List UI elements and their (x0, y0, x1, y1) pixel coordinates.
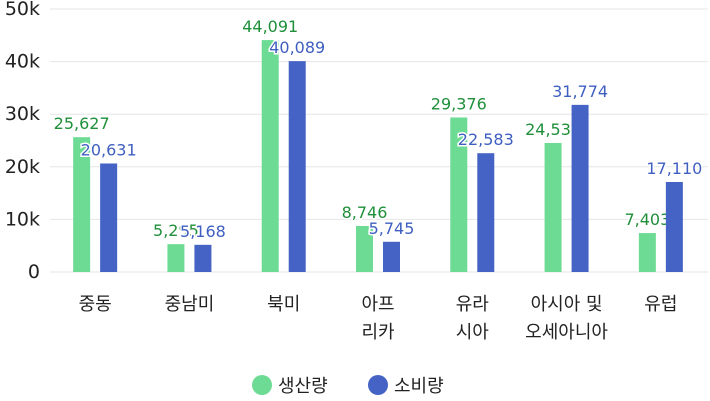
bar-value-label: 5,295 (153, 221, 199, 240)
bar-value-label: 25,627 (54, 114, 110, 133)
production-bar (167, 244, 185, 272)
production-bar (638, 233, 656, 272)
bar-value-label: 8,746 (342, 203, 388, 222)
production-bar (450, 117, 468, 272)
bar-value-label: 40,089 (269, 38, 325, 57)
x-category-label: 오세아니아 (525, 322, 608, 343)
legend-label: 생산량 (278, 376, 328, 397)
x-category-label: 아시아 및 (531, 294, 603, 315)
production-bar (73, 137, 91, 272)
x-category-label: 리카 (361, 322, 394, 343)
production-legend-swatch (252, 375, 272, 395)
x-category-label: 아프 (361, 294, 394, 315)
y-tick-label: 30k (5, 103, 40, 125)
bar-value-label: 44,091 (242, 17, 298, 36)
consumption-bar (477, 153, 495, 272)
consumption-bar (100, 163, 118, 272)
production-bar (261, 40, 279, 272)
bar-value-label: 22,583 (458, 130, 514, 149)
consumption-bar (665, 182, 683, 272)
x-category-label: 시아 (456, 322, 490, 343)
bar-value-label: 29,376 (431, 94, 487, 113)
bar-value-label: 31,774 (552, 82, 608, 101)
consumption-legend-swatch (368, 375, 388, 395)
consumption-bar (194, 244, 212, 272)
y-tick-label: 40k (5, 51, 40, 73)
bar-value-label: 5,745 (369, 219, 415, 238)
x-category-label: 북미 (267, 294, 300, 315)
bar-value-label: 20,631 (81, 140, 137, 159)
x-category-label: 중동 (79, 294, 112, 315)
y-tick-label: 0 (28, 261, 40, 283)
y-tick-label: 20k (5, 156, 40, 178)
bar-value-label: 17,110 (646, 159, 702, 178)
consumption-bar (383, 241, 400, 272)
production-bar (356, 225, 373, 272)
x-category-label: 유럽 (644, 294, 677, 315)
consumption-bar (288, 61, 306, 272)
consumption-bar (571, 104, 589, 272)
production-bar (544, 142, 562, 272)
y-tick-label: 10k (5, 208, 40, 230)
x-category-label: 중남미 (165, 294, 215, 315)
y-tick-label: 50k (5, 0, 40, 20)
bar-value-label: 24,531 (525, 120, 581, 139)
legend-label: 소비량 (394, 376, 444, 397)
bar-value-label: 7,403 (624, 210, 670, 229)
bar-value-label: 5,168 (180, 222, 226, 241)
x-category-label: 유라 (456, 294, 490, 315)
